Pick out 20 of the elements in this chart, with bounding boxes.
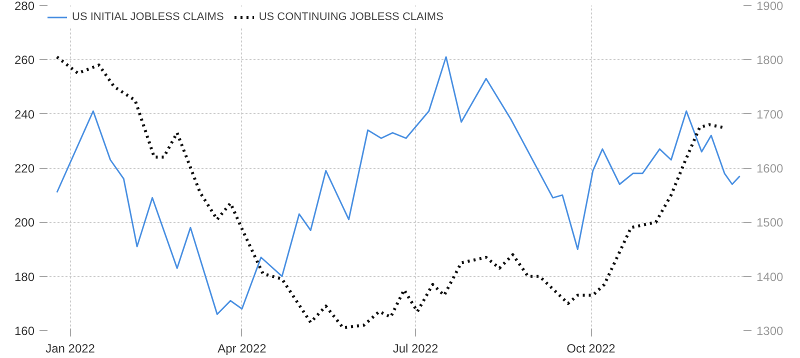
y-tick-label: 260 [14,53,35,68]
y-tick-label: 160 [14,324,35,338]
y-tick-label: 180 [14,270,35,284]
y-tick-label: 240 [14,107,35,122]
x-tick-label: Apr 2022 [218,342,267,356]
y-tick-label: 280 [14,0,35,13]
y2-tick-label: 1800 [756,53,784,68]
y2-tick-label: 1700 [756,107,784,122]
y2-tick-label: 1600 [756,162,784,176]
y2-tick-label: 1500 [756,216,784,230]
legend-label: US INITIAL JOBLESS CLAIMS [72,11,224,23]
legend-label: US CONTINUING JOBLESS CLAIMS [258,11,444,23]
x-tick-label: Jan 2022 [46,342,96,356]
x-tick-label: Oct 2022 [566,342,616,356]
x-tick-label: Jul 2022 [392,342,439,356]
y2-tick-label: 1300 [756,324,784,338]
y2-tick-label: 1900 [756,0,784,13]
y-tick-label: 220 [14,162,35,176]
y2-tick-label: 1400 [756,270,784,284]
y-tick-label: 200 [14,216,35,230]
